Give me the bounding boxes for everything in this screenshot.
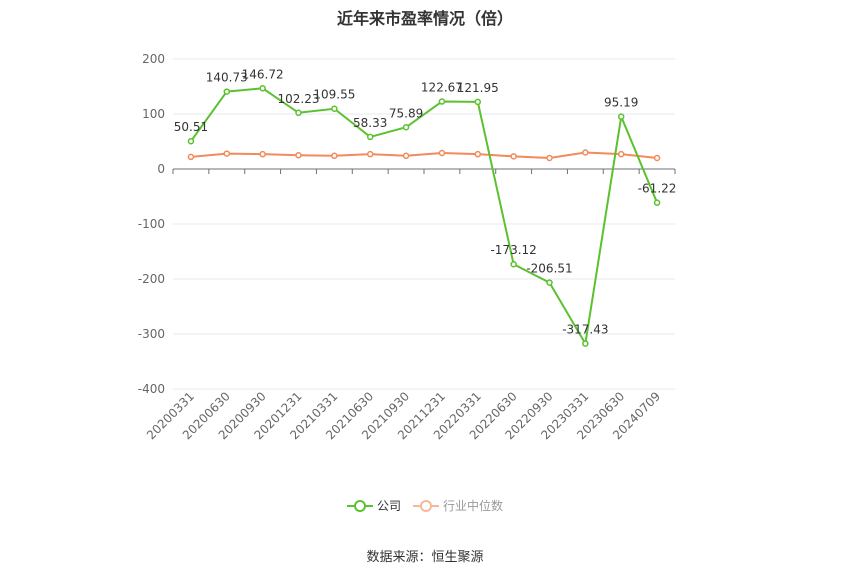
y-tick-label: 0 xyxy=(157,162,165,176)
legend-label-company: 公司 xyxy=(376,499,401,513)
data-label: 146.72 xyxy=(242,67,284,81)
legend-label-industry-median: 行业中位数 xyxy=(443,499,504,513)
data-point xyxy=(474,150,482,158)
data-point xyxy=(510,153,517,160)
data-point xyxy=(546,279,553,286)
data-source: 数据来源：恒生聚源 xyxy=(366,550,484,565)
legend-item-industry-median[interactable]: 行业中位数 xyxy=(413,497,503,514)
data-label: 75.89 xyxy=(389,106,423,120)
series-line xyxy=(190,151,658,160)
data-point xyxy=(402,124,410,131)
data-point xyxy=(582,340,589,347)
data-label: 50.51 xyxy=(174,120,208,134)
y-tick-label: 200 xyxy=(142,52,165,66)
legend-item-company[interactable]: 公司 xyxy=(346,497,401,514)
data-point xyxy=(187,137,195,145)
data-point xyxy=(295,152,302,159)
legend-line-circle-icon xyxy=(346,499,373,512)
data-point xyxy=(331,105,338,112)
y-tick-label: -300 xyxy=(138,327,165,341)
data-point xyxy=(474,98,482,106)
data-point xyxy=(259,150,266,158)
y-tick-label: -400 xyxy=(138,382,165,396)
data-point xyxy=(223,150,231,157)
data-point xyxy=(438,98,446,105)
data-point xyxy=(653,154,661,162)
y-tick-label: 100 xyxy=(142,107,165,121)
data-point xyxy=(582,149,589,156)
data-point xyxy=(510,260,517,268)
data-point xyxy=(438,149,446,157)
data-point xyxy=(366,150,374,158)
data-label: 102.23 xyxy=(278,92,320,106)
data-label: 58.33 xyxy=(353,116,387,130)
chart-title: 近年来市盈率情况（倍） xyxy=(336,9,513,28)
data-point xyxy=(223,88,231,95)
y-tick-label: -100 xyxy=(138,217,165,231)
data-label: 121.95 xyxy=(457,81,499,95)
data-label: 95.19 xyxy=(604,96,638,110)
data-label: -61.22 xyxy=(638,182,677,196)
data-label: -317.43 xyxy=(562,323,608,337)
data-point xyxy=(617,113,625,120)
data-label: -173.12 xyxy=(490,243,536,257)
series-line xyxy=(190,87,658,347)
data-point xyxy=(331,152,338,160)
data-point xyxy=(366,133,374,141)
data-point xyxy=(617,150,625,158)
data-label: -206.51 xyxy=(526,262,572,276)
data-point xyxy=(295,109,302,117)
y-tick-label: -200 xyxy=(138,272,165,286)
legend: 公司 行业中位数 xyxy=(0,497,850,514)
data-point xyxy=(187,153,195,161)
data-point xyxy=(546,154,553,162)
legend-line-circle-icon xyxy=(413,499,439,512)
data-label: 122.67 xyxy=(421,81,463,95)
data-point xyxy=(402,152,410,160)
data-point xyxy=(653,199,661,206)
data-label: 140.73 xyxy=(206,71,248,85)
data-label: 109.55 xyxy=(313,88,355,102)
data-point xyxy=(259,85,266,92)
